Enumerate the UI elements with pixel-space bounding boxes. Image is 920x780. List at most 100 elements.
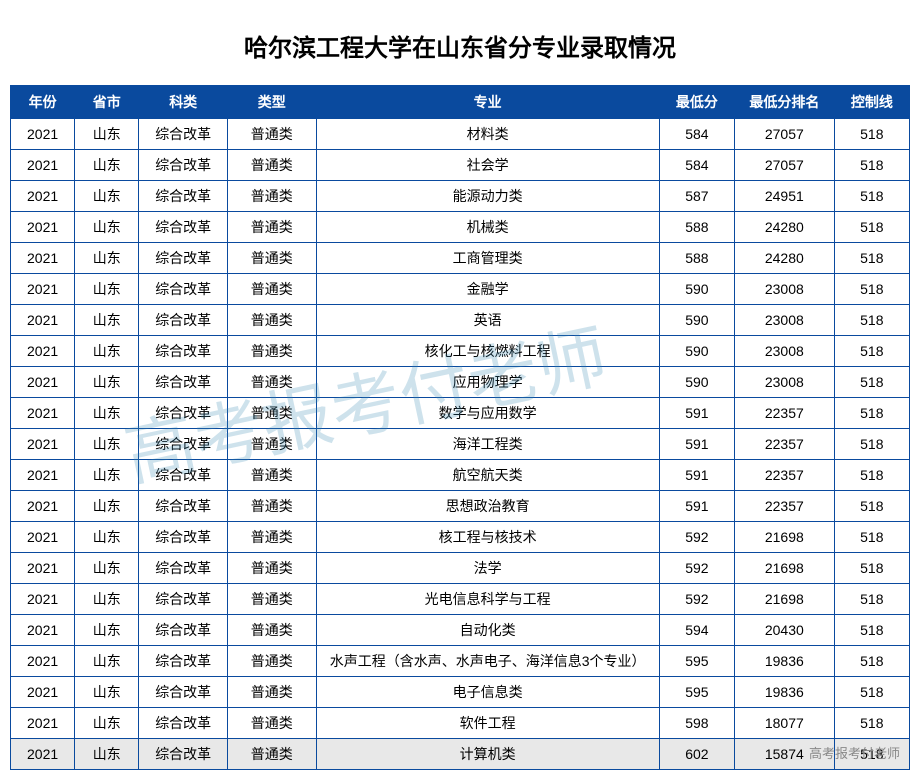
cell-major: 核工程与核技术 — [316, 522, 659, 553]
cell-major: 航空航天类 — [316, 460, 659, 491]
col-header-prov: 省市 — [75, 86, 139, 119]
cell-ctrl: 518 — [834, 708, 909, 739]
cell-year: 2021 — [11, 305, 75, 336]
col-header-type: 类型 — [227, 86, 316, 119]
cell-prov: 山东 — [75, 646, 139, 677]
cell-major: 应用物理学 — [316, 367, 659, 398]
cell-prov: 山东 — [75, 739, 139, 770]
cell-cat: 综合改革 — [139, 584, 228, 615]
cell-major: 材料类 — [316, 119, 659, 150]
table-row: 2021山东综合改革普通类光电信息科学与工程59221698518 — [11, 584, 910, 615]
cell-major: 海洋工程类 — [316, 429, 659, 460]
cell-major: 思想政治教育 — [316, 491, 659, 522]
cell-type: 普通类 — [227, 119, 316, 150]
cell-major: 数学与应用数学 — [316, 398, 659, 429]
table-row: 2021山东综合改革普通类工商管理类58824280518 — [11, 243, 910, 274]
cell-prov: 山东 — [75, 367, 139, 398]
cell-cat: 综合改革 — [139, 243, 228, 274]
cell-major: 机械类 — [316, 212, 659, 243]
cell-type: 普通类 — [227, 181, 316, 212]
cell-ctrl: 518 — [834, 181, 909, 212]
cell-prov: 山东 — [75, 181, 139, 212]
table-body: 2021山东综合改革普通类材料类584270575182021山东综合改革普通类… — [11, 119, 910, 770]
cell-prov: 山东 — [75, 305, 139, 336]
cell-cat: 综合改革 — [139, 274, 228, 305]
cell-year: 2021 — [11, 398, 75, 429]
cell-min: 588 — [659, 212, 734, 243]
cell-prov: 山东 — [75, 522, 139, 553]
cell-cat: 综合改革 — [139, 553, 228, 584]
cell-prov: 山东 — [75, 243, 139, 274]
cell-year: 2021 — [11, 460, 75, 491]
cell-type: 普通类 — [227, 646, 316, 677]
cell-rank: 24280 — [735, 243, 835, 274]
table-row: 2021山东综合改革普通类海洋工程类59122357518 — [11, 429, 910, 460]
table-row: 2021山东综合改革普通类计算机类60215874518 — [11, 739, 910, 770]
cell-ctrl: 518 — [834, 398, 909, 429]
cell-type: 普通类 — [227, 677, 316, 708]
cell-type: 普通类 — [227, 553, 316, 584]
cell-rank: 21698 — [735, 553, 835, 584]
cell-ctrl: 518 — [834, 615, 909, 646]
cell-type: 普通类 — [227, 336, 316, 367]
cell-rank: 22357 — [735, 491, 835, 522]
cell-cat: 综合改革 — [139, 305, 228, 336]
table-row: 2021山东综合改革普通类应用物理学59023008518 — [11, 367, 910, 398]
cell-prov: 山东 — [75, 336, 139, 367]
cell-year: 2021 — [11, 739, 75, 770]
cell-prov: 山东 — [75, 553, 139, 584]
cell-year: 2021 — [11, 181, 75, 212]
cell-cat: 综合改革 — [139, 150, 228, 181]
cell-major: 自动化类 — [316, 615, 659, 646]
col-header-cat: 科类 — [139, 86, 228, 119]
cell-rank: 24280 — [735, 212, 835, 243]
cell-cat: 综合改革 — [139, 615, 228, 646]
admission-table: 年份 省市 科类 类型 专业 最低分 最低分排名 控制线 2021山东综合改革普… — [10, 85, 910, 770]
cell-major: 社会学 — [316, 150, 659, 181]
col-header-ctrl: 控制线 — [834, 86, 909, 119]
cell-type: 普通类 — [227, 708, 316, 739]
cell-type: 普通类 — [227, 212, 316, 243]
cell-cat: 综合改革 — [139, 398, 228, 429]
table-row: 2021山东综合改革普通类软件工程59818077518 — [11, 708, 910, 739]
cell-type: 普通类 — [227, 429, 316, 460]
cell-type: 普通类 — [227, 398, 316, 429]
cell-major: 核化工与核燃料工程 — [316, 336, 659, 367]
cell-prov: 山东 — [75, 460, 139, 491]
cell-cat: 综合改革 — [139, 677, 228, 708]
cell-type: 普通类 — [227, 584, 316, 615]
cell-year: 2021 — [11, 677, 75, 708]
cell-type: 普通类 — [227, 615, 316, 646]
cell-prov: 山东 — [75, 677, 139, 708]
cell-cat: 综合改革 — [139, 367, 228, 398]
cell-major: 光电信息科学与工程 — [316, 584, 659, 615]
cell-major: 能源动力类 — [316, 181, 659, 212]
table-row: 2021山东综合改革普通类机械类58824280518 — [11, 212, 910, 243]
cell-type: 普通类 — [227, 150, 316, 181]
cell-cat: 综合改革 — [139, 429, 228, 460]
col-header-min: 最低分 — [659, 86, 734, 119]
cell-rank: 23008 — [735, 274, 835, 305]
cell-year: 2021 — [11, 646, 75, 677]
cell-year: 2021 — [11, 212, 75, 243]
cell-min: 592 — [659, 553, 734, 584]
cell-cat: 综合改革 — [139, 491, 228, 522]
cell-cat: 综合改革 — [139, 119, 228, 150]
table-row: 2021山东综合改革普通类核化工与核燃料工程59023008518 — [11, 336, 910, 367]
table-row: 2021山东综合改革普通类能源动力类58724951518 — [11, 181, 910, 212]
cell-prov: 山东 — [75, 615, 139, 646]
cell-min: 590 — [659, 274, 734, 305]
cell-rank: 18077 — [735, 708, 835, 739]
cell-rank: 19836 — [735, 646, 835, 677]
cell-ctrl: 518 — [834, 367, 909, 398]
cell-ctrl: 518 — [834, 429, 909, 460]
cell-year: 2021 — [11, 119, 75, 150]
table-header-row: 年份 省市 科类 类型 专业 最低分 最低分排名 控制线 — [11, 86, 910, 119]
cell-rank: 15874 — [735, 739, 835, 770]
cell-year: 2021 — [11, 615, 75, 646]
cell-major: 金融学 — [316, 274, 659, 305]
cell-rank: 22357 — [735, 429, 835, 460]
table-row: 2021山东综合改革普通类社会学58427057518 — [11, 150, 910, 181]
cell-rank: 19836 — [735, 677, 835, 708]
cell-type: 普通类 — [227, 367, 316, 398]
